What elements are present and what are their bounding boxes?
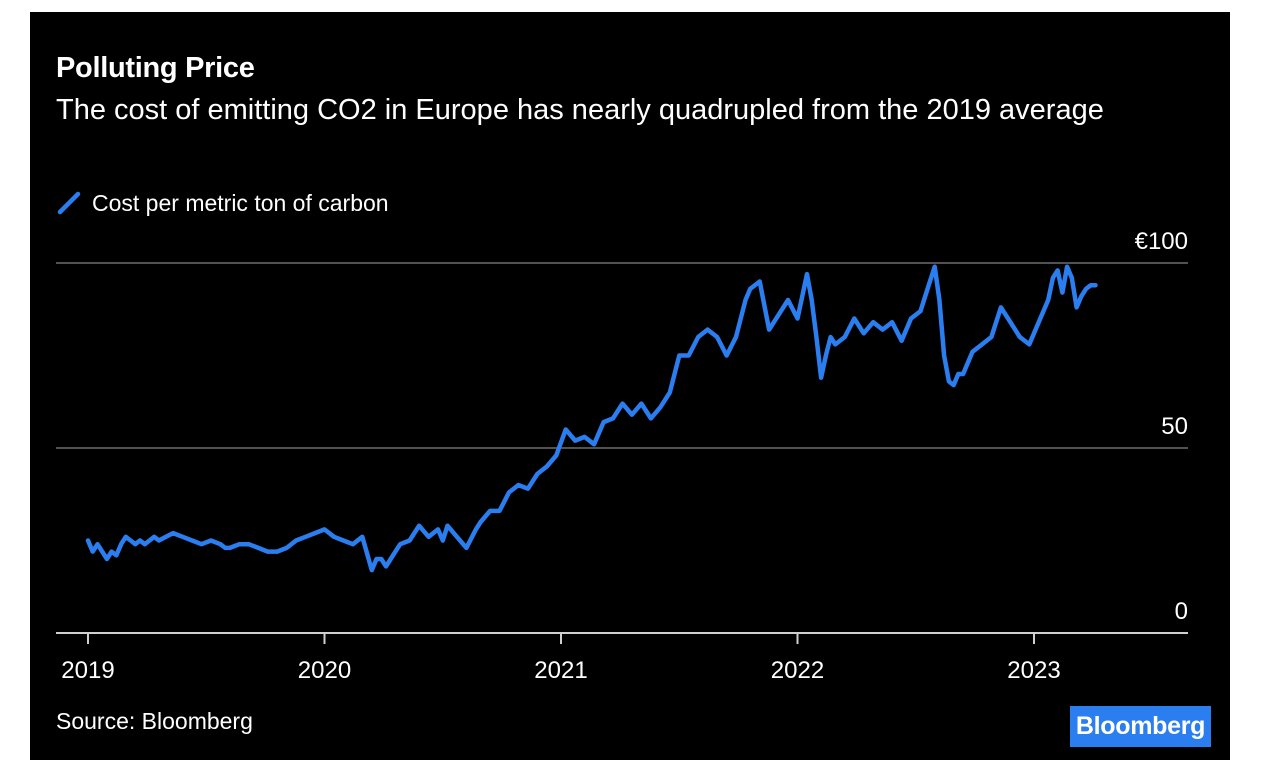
x-tick-label: 2023 (1007, 657, 1060, 684)
source-note: Source: Bloomberg (56, 708, 253, 734)
chart-card: Polluting Price The cost of emitting CO2… (30, 12, 1230, 760)
chart-title: Polluting Price (56, 52, 255, 84)
x-tick-label: 2021 (534, 657, 587, 684)
legend: Cost per metric ton of carbon (56, 188, 389, 218)
line-chart: €100 50 0 2019 2020 2021 2022 2023 (56, 228, 1188, 684)
x-axis: 2019 2020 2021 2022 2023 (56, 632, 1188, 684)
y-tick-label: 0 (1175, 598, 1188, 625)
series-line-carbon-price (85, 264, 1098, 573)
y-tick-label: €100 (1135, 228, 1188, 255)
series-layer (85, 264, 1098, 573)
gridlines (56, 262, 1188, 449)
y-axis-labels: €100 50 0 (1135, 228, 1188, 625)
y-tick-label: 50 (1161, 413, 1188, 440)
chart-subtitle: The cost of emitting CO2 in Europe has n… (56, 94, 1104, 126)
legend-label: Cost per metric ton of carbon (92, 189, 389, 216)
x-tick-label: 2019 (61, 657, 114, 684)
x-tick-label: 2020 (298, 657, 351, 684)
bloomberg-logo: Bloomberg (1070, 706, 1211, 747)
line-swatch-icon (57, 191, 81, 215)
x-tick-label: 2022 (771, 657, 824, 684)
